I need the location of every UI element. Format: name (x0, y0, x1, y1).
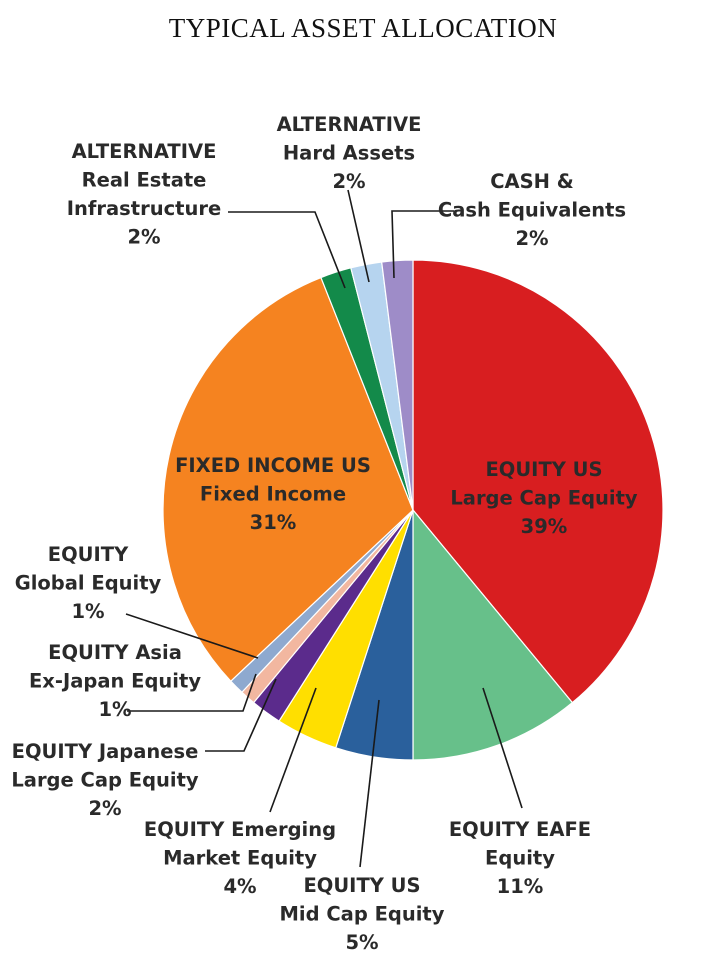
slice-label-7-line-0: FIXED INCOME US (175, 454, 371, 477)
slice-label-0-line-1: Large Cap Equity (450, 487, 638, 510)
chart-title: TYPICAL ASSET ALLOCATION (169, 13, 558, 43)
leader-line-1 (482, 687, 523, 809)
slice-label-10: CASH & Cash Equivalents 2% (438, 170, 626, 250)
slice-label-8-line-0: ALTERNATIVE (72, 140, 217, 163)
slice-label-8: ALTERNATIVE Real Estate Infrastructure 2% (67, 140, 221, 249)
slice-label-10-line-0: CASH & (490, 170, 574, 193)
slice-label-3: EQUITY Emerging Market Equity 4% (144, 818, 336, 898)
slice-label-8-line-2: Infrastructure (67, 197, 221, 220)
slice-label-2-line-2: 5% (345, 931, 378, 954)
slice-label-4-line-0: EQUITY Japanese (12, 740, 199, 763)
slice-label-7: FIXED INCOME US Fixed Income 31% (175, 454, 371, 534)
pie-slices (162, 259, 664, 761)
slice-label-1-line-1: Equity (485, 847, 555, 870)
leader-line-8 (228, 211, 346, 289)
slice-label-10-line-1: Cash Equivalents (438, 199, 626, 222)
slice-label-6-line-0: EQUITY (48, 543, 129, 566)
slice-label-0: EQUITY US Large Cap Equity 39% (450, 458, 638, 538)
pie-slice-7 (162, 276, 414, 682)
slice-label-9-line-2: 2% (332, 170, 365, 193)
slice-label-5-line-2: 1% (98, 698, 131, 721)
slice-label-9-line-1: Hard Assets (283, 142, 415, 165)
leader-line-6 (125, 613, 259, 659)
leader-lines (125, 189, 523, 868)
slice-label-3-line-0: EQUITY Emerging (144, 818, 336, 841)
slice-label-9-line-0: ALTERNATIVE (277, 113, 422, 136)
slice-label-6: EQUITY Global Equity 1% (15, 543, 162, 623)
slice-label-9: ALTERNATIVE Hard Assets 2% (277, 113, 422, 193)
slice-label-8-line-3: 2% (127, 226, 160, 249)
leader-line-2 (359, 699, 380, 868)
leader-line-10 (391, 210, 454, 279)
slice-label-4: EQUITY Japanese Large Cap Equity 2% (11, 740, 199, 820)
slice-label-8-line-1: Real Estate (82, 169, 207, 192)
slice-label-3-line-1: Market Equity (163, 847, 317, 870)
slice-label-7-line-1: Fixed Income (200, 483, 346, 506)
slice-label-3-line-2: 4% (223, 875, 256, 898)
slice-labels: EQUITY US Large Cap Equity 39%EQUITY EAFE E… (11, 113, 638, 954)
slice-label-1: EQUITY EAFE Equity 11% (449, 818, 591, 898)
slice-label-4-line-2: 2% (88, 797, 121, 820)
slice-label-2: EQUITY US Mid Cap Equity 5% (280, 874, 445, 954)
slice-label-5: EQUITY Asia Ex-Japan Equity 1% (29, 641, 201, 721)
pie-slice-1 (412, 508, 574, 761)
slice-label-0-line-2: 39% (521, 515, 568, 538)
slice-label-2-line-1: Mid Cap Equity (280, 903, 445, 926)
slice-label-6-line-2: 1% (71, 600, 104, 623)
leader-line-9 (347, 189, 370, 283)
slice-label-10-line-2: 2% (515, 227, 548, 250)
pie-slice-0 (412, 259, 664, 704)
slice-label-2-line-0: EQUITY US (303, 874, 420, 897)
slice-label-4-line-1: Large Cap Equity (11, 769, 199, 792)
leader-line-3 (269, 687, 317, 813)
leader-line-5 (127, 673, 257, 712)
slice-label-5-line-1: Ex-Japan Equity (29, 670, 201, 693)
slice-label-1-line-0: EQUITY EAFE (449, 818, 591, 841)
pie-slice-10 (380, 259, 414, 511)
slice-label-1-line-2: 11% (497, 875, 544, 898)
slice-label-7-line-2: 31% (250, 511, 297, 534)
leader-line-4 (205, 678, 277, 752)
slice-label-0-line-0: EQUITY US (485, 458, 602, 481)
slice-label-5-line-0: EQUITY Asia (48, 641, 182, 664)
slice-label-6-line-1: Global Equity (15, 572, 162, 595)
